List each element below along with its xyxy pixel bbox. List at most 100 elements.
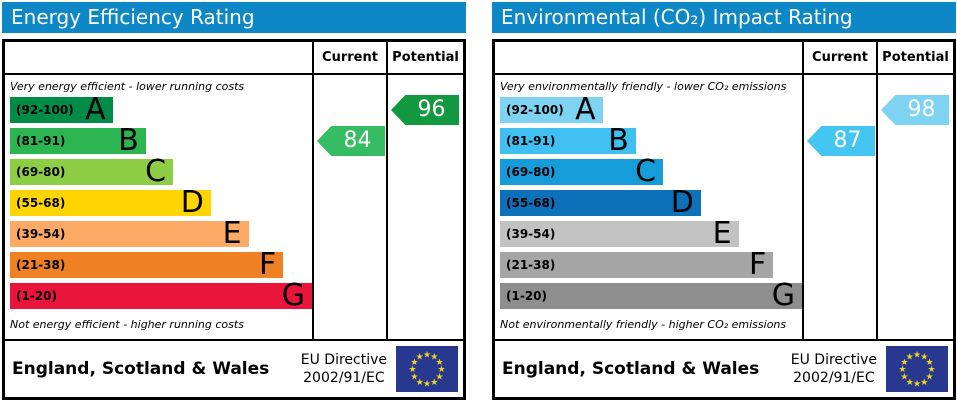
rating-table: Current Potential Very energy efficient … [2, 39, 466, 400]
band-letter: D [180, 185, 204, 220]
rating-band-row: (92-100) A [10, 92, 312, 128]
svg-text:★: ★ [913, 380, 921, 390]
column-header-potential: Potential [876, 42, 953, 73]
rating-band-row: (55-68) D [500, 185, 802, 221]
band-letter: A [85, 92, 106, 127]
svg-text:★: ★ [900, 358, 908, 368]
svg-text:★: ★ [408, 365, 416, 375]
header-spacer [5, 42, 312, 73]
band-range-label: (92-100) [506, 103, 564, 117]
band-range-label: (81-91) [506, 134, 556, 148]
rating-band-bar: (1-20) G [10, 278, 312, 313]
rating-scale: (92-100) A (81-91) B (69-80) C (55-68) D (39-54)… [5, 92, 312, 314]
top-caption: Very energy efficient - lower running co… [10, 80, 245, 93]
rating-band-row: (1-20) G [10, 278, 312, 314]
svg-text:★: ★ [898, 365, 906, 375]
svg-text:★: ★ [926, 373, 934, 383]
panel-title: Energy Efficiency Rating [2, 2, 466, 33]
svg-text:★: ★ [900, 373, 908, 383]
band-range-label: (1-20) [506, 289, 547, 303]
current-rating-arrow: 84 [317, 126, 385, 156]
svg-text:★: ★ [906, 353, 914, 363]
rating-scale: (92-100) A (81-91) B (69-80) C (55-68) D (39-54)… [495, 92, 802, 314]
band-range-label: (21-38) [16, 258, 66, 272]
svg-text:★: ★ [410, 358, 418, 368]
rating-band-row: (81-91) B [500, 123, 802, 159]
column-header-current: Current [312, 42, 386, 73]
potential-column: 98 [876, 75, 953, 339]
band-letter: E [222, 216, 242, 251]
rating-scale-area: Very environmentally friendly - lower CO… [495, 75, 802, 339]
band-letter: B [118, 123, 139, 158]
band-range-label: (39-54) [16, 227, 66, 241]
current-rating-arrow: 87 [807, 126, 875, 156]
band-letter: F [749, 247, 767, 282]
svg-text:★: ★ [410, 373, 418, 383]
rating-band-bar: (92-100) A [10, 92, 113, 127]
top-caption: Very environmentally friendly - lower CO… [500, 80, 787, 93]
svg-text:★: ★ [906, 378, 914, 388]
band-range-label: (69-80) [506, 165, 556, 179]
rating-band-bar: (21-38) F [10, 247, 284, 282]
rating-band-row: (21-38) F [500, 247, 802, 283]
current-column: 84 [312, 75, 386, 339]
band-letter: F [259, 247, 277, 282]
table-header-row: Current Potential [5, 42, 463, 75]
table-footer: England, Scotland & Wales EU Directive 2… [495, 339, 953, 397]
svg-text:★: ★ [416, 378, 424, 388]
rating-band-row: (39-54) E [500, 216, 802, 252]
rating-band-row: (39-54) E [10, 216, 312, 252]
svg-text:★: ★ [430, 378, 438, 388]
svg-text:★: ★ [423, 380, 431, 390]
rating-table: Current Potential Very environmentally f… [492, 39, 956, 400]
band-range-label: (69-80) [16, 165, 66, 179]
region-label: England, Scotland & Wales [502, 359, 760, 379]
rating-band-row: (69-80) C [10, 157, 312, 190]
eu-flag-icon: ★ ★★★★★★★★★★★ [396, 346, 458, 392]
potential-rating-arrow: 96 [391, 95, 459, 125]
band-letter: G [281, 278, 305, 313]
svg-text:★: ★ [423, 351, 431, 361]
table-footer: England, Scotland & Wales EU Directive 2… [5, 339, 463, 397]
environmental-impact-panel: Environmental (CO₂) Impact Rating Curren… [492, 2, 956, 400]
eu-flag-icon: ★ ★★★★★★★★★★★ [886, 346, 948, 392]
svg-text:★: ★ [430, 353, 438, 363]
rating-band-bar: (92-100) A [500, 92, 603, 127]
svg-text:★: ★ [920, 353, 928, 363]
chart-body: Very energy efficient - lower running co… [5, 75, 463, 339]
header-spacer [495, 42, 802, 73]
svg-text:★: ★ [913, 351, 921, 361]
eu-directive-line2: 2002/91/EC [303, 370, 385, 386]
panel-title: Environmental (CO₂) Impact Rating [492, 2, 956, 33]
band-range-label: (55-68) [16, 196, 66, 210]
band-range-label: (92-100) [16, 103, 74, 117]
band-letter: B [608, 123, 629, 158]
rating-band-row: (81-91) B [10, 123, 312, 159]
band-range-label: (21-38) [506, 258, 556, 272]
band-letter: D [670, 185, 694, 220]
panel-title-text: Energy Efficiency Rating [11, 5, 255, 29]
table-header-row: Current Potential [495, 42, 953, 75]
band-range-label: (1-20) [16, 289, 57, 303]
potential-column: 96 [386, 75, 463, 339]
eu-directive-label: EU Directive 2002/91/EC [301, 351, 387, 387]
energy-efficiency-panel: Energy Efficiency Rating Current Potenti… [2, 2, 466, 400]
rating-band-row: (21-38) F [10, 247, 312, 283]
band-letter: A [575, 92, 596, 127]
band-range-label: (81-91) [16, 134, 66, 148]
rating-scale-area: Very energy efficient - lower running co… [5, 75, 312, 339]
rating-band-bar: (69-80) C [10, 157, 174, 187]
rating-band-row: (1-20) G [500, 281, 802, 314]
rating-band-bar: (39-54) E [10, 216, 249, 251]
rating-band-bar: (55-68) D [10, 185, 211, 220]
column-header-current: Current [802, 42, 876, 73]
rating-band-row: (55-68) D [10, 185, 312, 221]
eu-directive-label: EU Directive 2002/91/EC [791, 351, 877, 387]
column-header-potential: Potential [386, 42, 463, 73]
rating-band-bar: (81-91) B [10, 123, 146, 158]
band-range-label: (39-54) [506, 227, 556, 241]
band-letter: E [712, 216, 732, 251]
svg-text:★: ★ [920, 378, 928, 388]
potential-rating-arrow: 98 [881, 95, 949, 125]
